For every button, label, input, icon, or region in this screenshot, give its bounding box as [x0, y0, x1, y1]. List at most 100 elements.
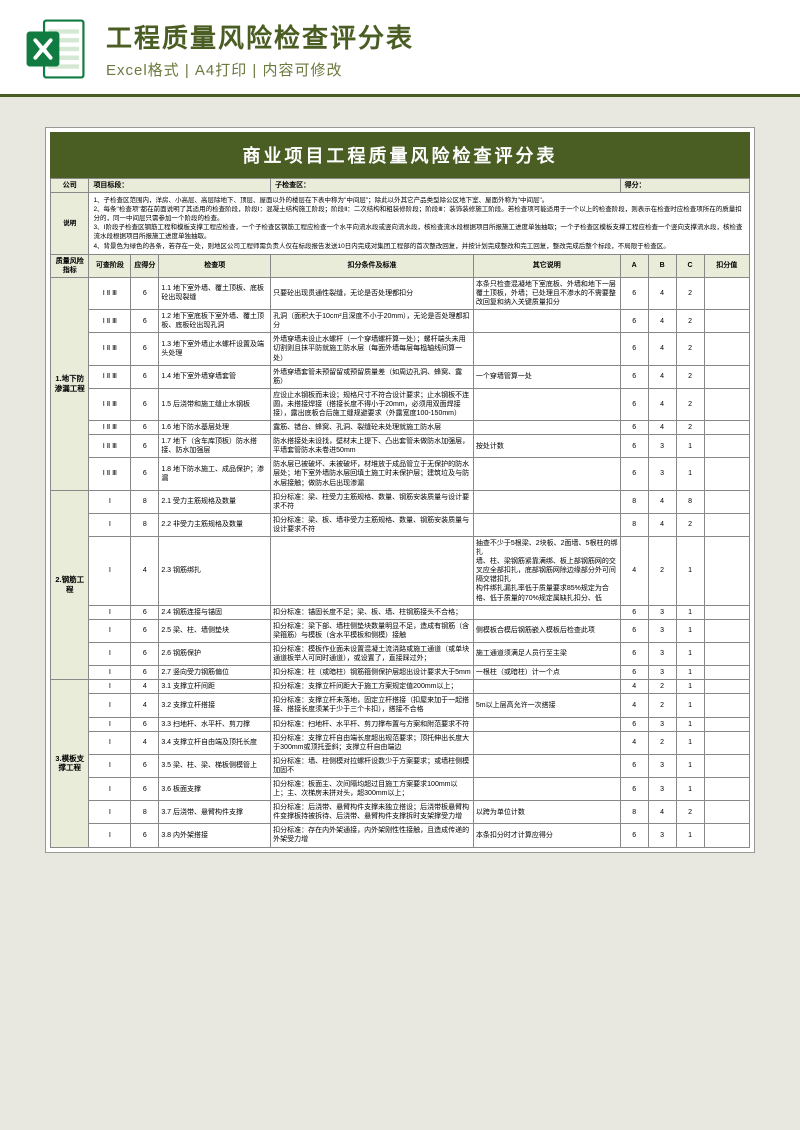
cell-p: 6	[131, 777, 159, 800]
cell-a: 6	[620, 421, 648, 435]
cell-item: 3.8 内外架搭接	[159, 824, 271, 847]
cell-item: 3.2 支撑立杆搭接	[159, 694, 271, 717]
cell-a: 4	[620, 731, 648, 754]
cell-c: 1	[676, 717, 704, 731]
cell-a: 4	[620, 694, 648, 717]
excel-icon	[20, 14, 90, 84]
cell-d	[704, 777, 749, 800]
cell-s: Ⅰ	[89, 537, 131, 606]
cell-cond	[271, 537, 474, 606]
cell-note	[473, 717, 620, 731]
cell-d	[704, 277, 749, 309]
cell-b: 4	[648, 388, 676, 420]
cell-c: 2	[676, 365, 704, 388]
cell-d	[704, 680, 749, 694]
table-row: Ⅰ 4 3.4 支撑立杆自由端及顶托长度扣分标准：支撑立杆自由端长度超出规范要求；顶…	[51, 731, 750, 754]
cell-c: 2	[676, 513, 704, 536]
table-row: Ⅰ83.7 后浇带、悬臂构件支撑扣分标准：后浇带、悬臂构件支撑未独立搭设；后浇带…	[51, 801, 750, 824]
cell-a: 6	[620, 458, 648, 490]
table-row: Ⅰ63.5 梁、柱、梁、梯板侧模管上扣分标准：墙、柱侧模对拉螺杆设数少于方案要求…	[51, 754, 750, 777]
cell-c: 1	[676, 458, 704, 490]
cell-note	[473, 680, 620, 694]
cell-d	[704, 801, 749, 824]
cell-cond: 孔洞（面积大于10cm²且深度不小于20mm），无论是否处理都扣分	[271, 310, 474, 333]
cell-b: 3	[648, 605, 676, 619]
cell-b: 2	[648, 731, 676, 754]
cell-a: 6	[620, 333, 648, 365]
cell-item: 3.4 支撑立杆自由端及顶托长度	[159, 731, 271, 754]
cell-b: 2	[648, 680, 676, 694]
cell-d	[704, 537, 749, 606]
cell-s: Ⅰ	[89, 754, 131, 777]
cell-d	[704, 388, 749, 420]
cell-c: 1	[676, 754, 704, 777]
table-row: 1.地下防渗漏工程Ⅰ Ⅱ Ⅲ61.1 地下室外墙、覆土顶板、底板砼出现裂缝只要砼…	[51, 277, 750, 309]
cell-item: 1.6 地下防水基层处理	[159, 421, 271, 435]
col-c: C	[676, 254, 704, 277]
cell-b: 2	[648, 694, 676, 717]
cell-cond: 扣分标准：支撑立杆自由端长度超出规范要求；顶托伸出长度大于300mm或顶托歪斜；…	[271, 731, 474, 754]
table-row: Ⅰ Ⅱ Ⅲ61.7 地下（含车库顶板）防水搭接、防水加强层防水搭接处未设找，壁材…	[51, 435, 750, 458]
cell-c: 8	[676, 490, 704, 513]
cell-b: 4	[648, 801, 676, 824]
desc-text: 1、子检查区范围内，洋房、小高层、高层除地下、顶层、屋面以外的楼层在下表中称为"…	[89, 193, 750, 255]
stage-label: 项目标段：	[89, 179, 271, 193]
cell-c: 1	[676, 537, 704, 606]
cell-b: 4	[648, 421, 676, 435]
cell-p: 6	[131, 388, 159, 420]
cell-item: 2.5 梁、柱、墙侧垫块	[159, 619, 271, 642]
cell-a: 8	[620, 490, 648, 513]
cell-cond: 防水搭接处未设找，壁材末上提下、凸出套管未做防水加强层，平墙套管防水未卷进50m…	[271, 435, 474, 458]
cell-s: Ⅰ	[89, 717, 131, 731]
table-row: 2.钢筋工程Ⅰ82.1 受力主筋规格及数量扣分标准：梁、柱受力主筋规格、数量、钢…	[51, 490, 750, 513]
cell-b: 3	[648, 642, 676, 665]
cell-note: 一个穿墙管算一处	[473, 365, 620, 388]
sheet-title: 商业项目工程质量风险检查评分表	[50, 132, 750, 178]
cell-c: 2	[676, 333, 704, 365]
cell-note	[473, 388, 620, 420]
cell-a: 6	[620, 605, 648, 619]
cell-cond: 扣分标准：梁下部、墙柱侧垫块数量明显不足，造成有钢筋（含梁箍筋）与模板（含水平模…	[271, 619, 474, 642]
cell-note: 施工通道须满足人员行至主梁	[473, 642, 620, 665]
cell-note: 侧模板合模后钢筋嵌入模板后检查此项	[473, 619, 620, 642]
cell-item: 2.6 钢筋保护	[159, 642, 271, 665]
cell-c: 1	[676, 680, 704, 694]
cell-p: 6	[131, 754, 159, 777]
cell-s: Ⅰ Ⅱ Ⅲ	[89, 310, 131, 333]
col-cond: 扣分条件及标准	[271, 254, 474, 277]
cell-a: 6	[620, 435, 648, 458]
cell-p: 4	[131, 537, 159, 606]
table-row: Ⅰ Ⅱ Ⅲ61.4 地下室外墙穿墙套管外墙穿墙套管未预留留或预留质量差（如周边孔…	[51, 365, 750, 388]
cell-cond: 只要砼出现贯通性裂缝，无论是否处理都扣分	[271, 277, 474, 309]
col-score: 应得分	[131, 254, 159, 277]
cell-note	[473, 310, 620, 333]
cell-c: 2	[676, 421, 704, 435]
cell-p: 6	[131, 310, 159, 333]
company-label: 公司	[51, 179, 89, 193]
cell-s: Ⅰ Ⅱ Ⅲ	[89, 365, 131, 388]
cell-d	[704, 458, 749, 490]
cell-s: Ⅰ	[89, 777, 131, 800]
col-d: 扣分值	[704, 254, 749, 277]
cell-b: 3	[648, 619, 676, 642]
cell-p: 8	[131, 513, 159, 536]
cell-s: Ⅰ	[89, 619, 131, 642]
cell-note: 一根柱（或暗柱）计一个点	[473, 666, 620, 680]
table-row: Ⅰ63.3 扫地杆、水平杆、剪刀撑扣分标准：扫地杆、水平杆、剪刀撑布置与方案和附…	[51, 717, 750, 731]
cell-d	[704, 310, 749, 333]
cell-s: Ⅰ	[89, 731, 131, 754]
cell-note	[473, 605, 620, 619]
cell-item: 1.5 后浇带和施工缝止水钢板	[159, 388, 271, 420]
cell-cond: 扣分标准：梁、柱受力主筋规格、数量、钢筋安装质量与设计要求不符	[271, 490, 474, 513]
cell-note	[473, 731, 620, 754]
sub-label: 子检查区：	[271, 179, 621, 193]
cell-c: 2	[676, 801, 704, 824]
cell-cond: 扣分标准：锚固长度不足；梁、板、墙、柱钢筋接头不合格；	[271, 605, 474, 619]
category-cell: 1.地下防渗漏工程	[51, 277, 89, 490]
cell-cond: 扣分标准：板面主、次间隔均超过目施工方案要求100mm以上；主、次梯房未拼对头，…	[271, 777, 474, 800]
col-item: 检查项	[159, 254, 271, 277]
cell-a: 6	[620, 666, 648, 680]
cell-note	[473, 458, 620, 490]
cell-c: 1	[676, 666, 704, 680]
cell-d	[704, 421, 749, 435]
